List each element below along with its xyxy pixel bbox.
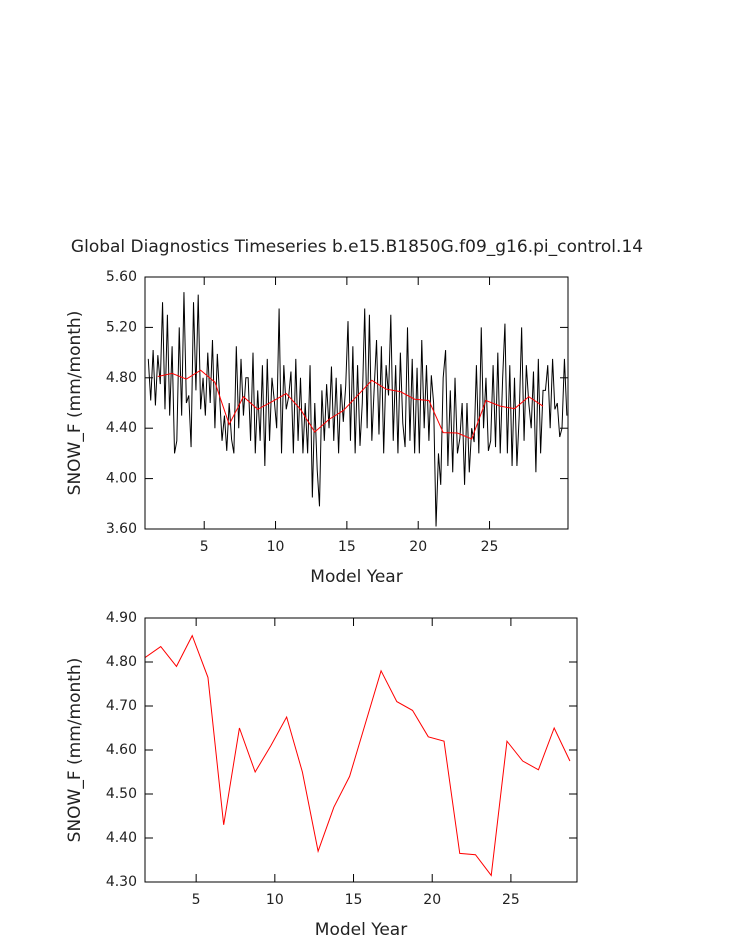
y-tick-label: 4.40 <box>106 830 137 846</box>
x-tick-label: 5 <box>200 539 209 555</box>
chart-title: Global Diagnostics Timeseries b.e15.B185… <box>71 237 643 257</box>
x-axis-label: Model Year <box>315 920 407 940</box>
y-axis-label: SNOW_F (mm/month) <box>65 658 85 843</box>
y-tick-label: 4.80 <box>106 370 137 386</box>
y-tick-label: 4.70 <box>106 698 137 714</box>
y-tick-label: 4.80 <box>106 654 137 670</box>
x-tick-label: 10 <box>266 892 284 908</box>
x-tick-label: 20 <box>423 892 441 908</box>
y-tick-label: 5.20 <box>106 319 137 335</box>
series-line <box>147 292 568 527</box>
y-axis-label: SNOW_F (mm/month) <box>65 311 85 496</box>
plot-frame <box>144 276 569 530</box>
y-tick-label: 4.00 <box>106 471 137 487</box>
y-tick-label: 5.60 <box>106 269 137 285</box>
x-tick-label: 15 <box>338 539 356 555</box>
series-line <box>157 369 544 440</box>
x-tick-label: 15 <box>345 892 363 908</box>
x-tick-label: 20 <box>409 539 427 555</box>
y-tick-label: 4.90 <box>106 610 137 626</box>
y-tick-label: 4.60 <box>106 742 137 758</box>
y-tick-label: 3.60 <box>106 521 137 537</box>
plot-frame <box>144 617 578 883</box>
x-tick-label: 25 <box>502 892 520 908</box>
y-tick-label: 4.40 <box>106 420 137 436</box>
x-tick-label: 5 <box>192 892 201 908</box>
y-tick-label: 4.50 <box>106 786 137 802</box>
series-line <box>145 634 571 877</box>
x-tick-label: 10 <box>267 539 285 555</box>
x-axis-label: Model Year <box>310 567 402 587</box>
y-tick-label: 4.30 <box>106 874 137 890</box>
x-tick-label: 25 <box>481 539 499 555</box>
